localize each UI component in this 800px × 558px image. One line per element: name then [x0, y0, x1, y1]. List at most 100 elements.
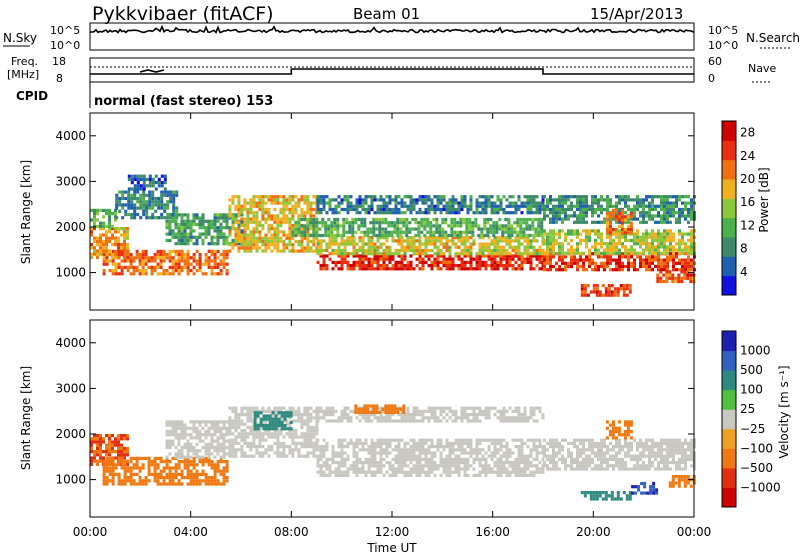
velocity-cell: [398, 461, 401, 464]
power-cell: [148, 191, 151, 194]
velocity-cell: [187, 482, 190, 485]
power-cell: [240, 218, 243, 221]
velocity-cell: [398, 458, 401, 461]
power-cell: [425, 246, 428, 249]
power-cell: [205, 272, 208, 275]
power-cell: [172, 272, 175, 275]
power-cell: [140, 175, 143, 178]
power-cell: [276, 250, 279, 253]
power-cell: [350, 202, 353, 205]
power-cell: [264, 237, 267, 240]
power-cell: [627, 268, 630, 271]
power-cell: [226, 269, 229, 272]
power-cell: [326, 267, 329, 270]
power-cell: [102, 222, 105, 225]
power-cell: [539, 267, 542, 270]
power-cell: [338, 246, 341, 249]
velocity-cell: [130, 466, 133, 469]
power-cell: [255, 246, 258, 249]
power-cell: [450, 221, 453, 224]
power-cell: [492, 221, 495, 224]
velocity-cell: [169, 482, 172, 485]
power-cell: [639, 214, 642, 217]
power-cell: [552, 221, 555, 224]
velocity-cell: [243, 423, 246, 426]
power-cell: [549, 239, 552, 242]
power-cell: [591, 262, 594, 265]
power-cell: [648, 265, 651, 268]
power-cell: [184, 213, 187, 216]
power-cell: [410, 267, 413, 270]
power-cell: [564, 236, 567, 239]
power-cell: [666, 233, 669, 236]
power-cell: [522, 231, 525, 234]
power-cell: [512, 195, 515, 198]
velocity-cell: [380, 439, 383, 442]
power-cell: [288, 234, 291, 237]
power-cell: [130, 216, 133, 219]
power-cell: [356, 252, 359, 255]
power-cell: [570, 259, 573, 262]
velocity-cell: [497, 471, 500, 474]
velocity-cell: [306, 432, 309, 435]
power-cell: [536, 202, 539, 205]
power-cell: [187, 242, 190, 245]
power-cell: [525, 224, 528, 227]
velocity-cell: [178, 479, 181, 482]
power-cell: [234, 240, 237, 243]
power-cell: [169, 200, 172, 203]
power-cell: [223, 233, 226, 236]
power-cell: [401, 239, 404, 242]
velocity-cell: [226, 433, 229, 436]
velocity-cell: [266, 414, 269, 417]
power-cell: [585, 255, 588, 258]
power-cell: [690, 208, 693, 211]
power-cell: [654, 214, 657, 217]
power-cell: [564, 255, 567, 258]
power-cell: [485, 249, 488, 252]
velocity-cell: [470, 455, 473, 458]
power-cell: [160, 197, 163, 200]
power-cell: [386, 211, 389, 214]
power-cell: [471, 231, 474, 234]
velocity-cell: [118, 482, 121, 485]
velocity-cell: [187, 452, 190, 455]
power-cell: [223, 217, 226, 220]
power-cell: [123, 230, 126, 233]
power-cell: [687, 245, 690, 248]
power-cell: [317, 239, 320, 242]
velocity-cell: [344, 458, 347, 461]
velocity-cell: [117, 453, 120, 456]
power-cell: [255, 227, 258, 230]
velocity-cell: [395, 458, 398, 461]
velocity-cell: [214, 420, 217, 423]
velocity-cell: [386, 442, 389, 445]
power-cell: [380, 211, 383, 214]
velocity-cell: [267, 432, 270, 435]
power-cell: [401, 243, 404, 246]
power-cell: [285, 243, 288, 246]
power-cell: [279, 224, 282, 227]
power-cell: [506, 239, 509, 242]
power-cell: [425, 261, 428, 264]
velocity-cell: [491, 442, 494, 445]
velocity-cell: [452, 445, 455, 448]
velocity-cell: [335, 461, 338, 464]
power-cell: [459, 221, 462, 224]
power-cell: [342, 218, 345, 221]
power-cell: [127, 253, 130, 256]
velocity-cell: [467, 445, 470, 448]
power-cell: [476, 202, 479, 205]
velocity-cell: [148, 479, 151, 482]
velocity-cell: [491, 451, 494, 454]
power-cell: [214, 272, 217, 275]
velocity-cell: [254, 418, 257, 421]
velocity-cell: [226, 466, 229, 469]
power-cell: [297, 228, 300, 231]
power-cell: [217, 220, 220, 223]
power-cell: [384, 228, 387, 231]
velocity-cell: [446, 442, 449, 445]
power-cell: [93, 215, 96, 218]
velocity-cell: [365, 442, 368, 445]
